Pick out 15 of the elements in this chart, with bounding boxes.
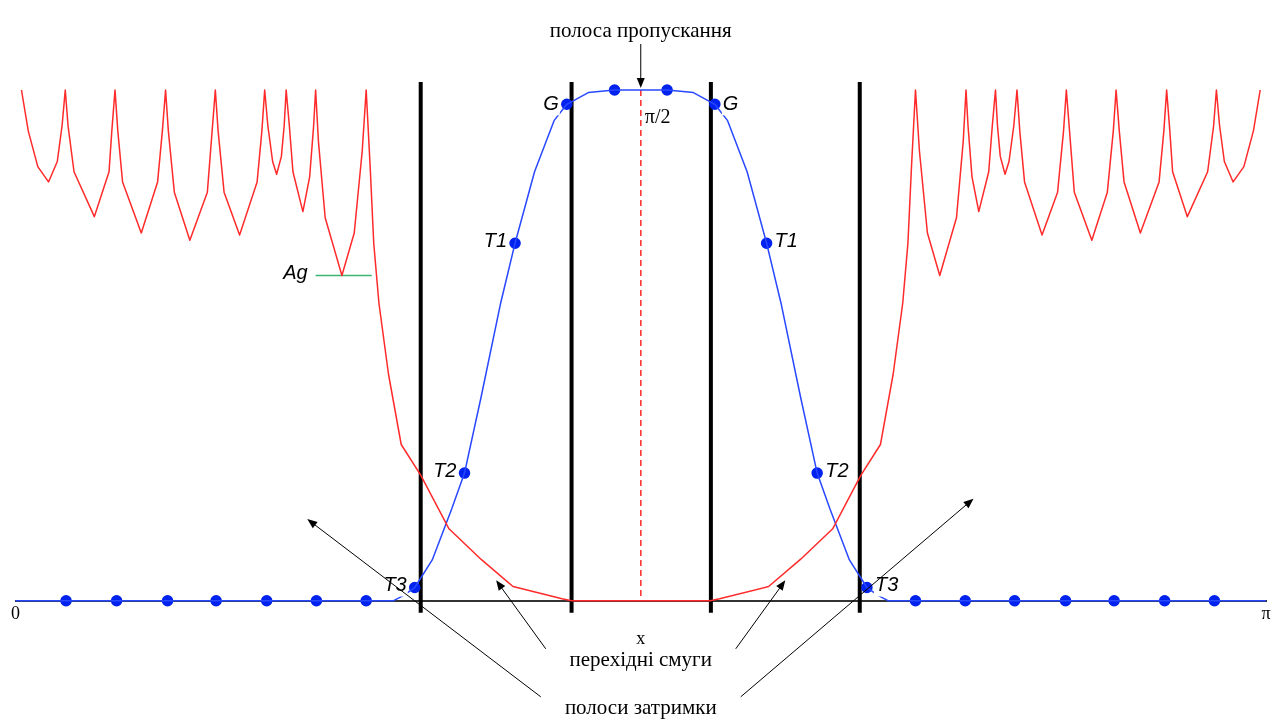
x-tick-label: 0 — [11, 603, 20, 624]
annotation: T2 — [825, 458, 849, 481]
annotation: T2 — [433, 458, 457, 481]
annotation: G — [543, 91, 559, 114]
annotation: T3 — [874, 573, 899, 596]
x-tick-label: π — [1261, 603, 1271, 624]
text: полоса пропускання — [546, 17, 735, 43]
text: перехідні смуги — [566, 646, 715, 672]
x-axis-title: x — [636, 627, 646, 648]
text: полоси затримки — [561, 694, 720, 720]
annotation: T1 — [483, 228, 508, 251]
ref-line-label: π/2 — [644, 105, 671, 128]
annotation: Ag — [282, 260, 308, 283]
annotation: G — [722, 91, 739, 114]
annotation: T1 — [774, 228, 798, 251]
